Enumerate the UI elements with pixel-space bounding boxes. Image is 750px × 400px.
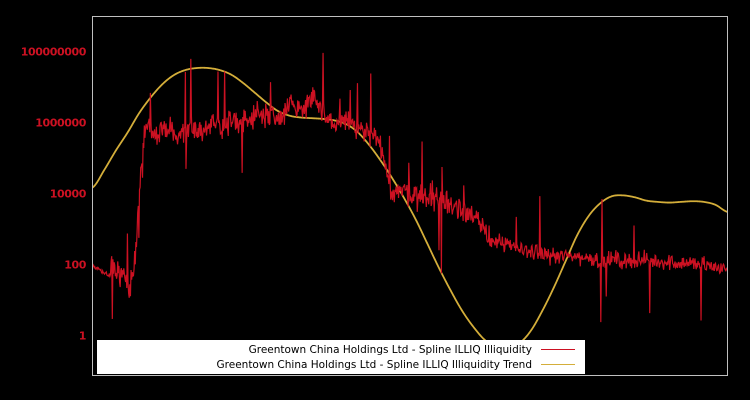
series-line-group	[93, 52, 727, 323]
y-tick-label-1000000: 1000000	[35, 116, 86, 130]
legend-label-trend: Greentown China Holdings Ltd - Spline IL…	[216, 358, 532, 371]
chart-legend: Greentown China Holdings Ltd - Spline IL…	[97, 340, 585, 374]
legend-swatch-series-icon	[541, 349, 575, 350]
legend-entry-series: Greentown China Holdings Ltd - Spline IL…	[97, 342, 579, 357]
trend-line-group	[93, 66, 727, 350]
y-tick-label-1: 1	[78, 329, 87, 343]
legend-swatch-trend-icon	[541, 364, 575, 365]
series-line-path	[93, 52, 727, 323]
plot-area	[92, 16, 728, 376]
y-tick-label-100000000: 100000000	[20, 45, 87, 59]
legend-label-series: Greentown China Holdings Ltd - Spline IL…	[248, 343, 532, 356]
y-tick-label-100: 100	[64, 258, 86, 272]
trend-line-path	[93, 66, 727, 350]
y-tick-label-10000: 10000	[49, 187, 87, 201]
legend-entry-trend: Greentown China Holdings Ltd - Spline IL…	[97, 357, 579, 372]
chart-canvas	[93, 52, 727, 350]
